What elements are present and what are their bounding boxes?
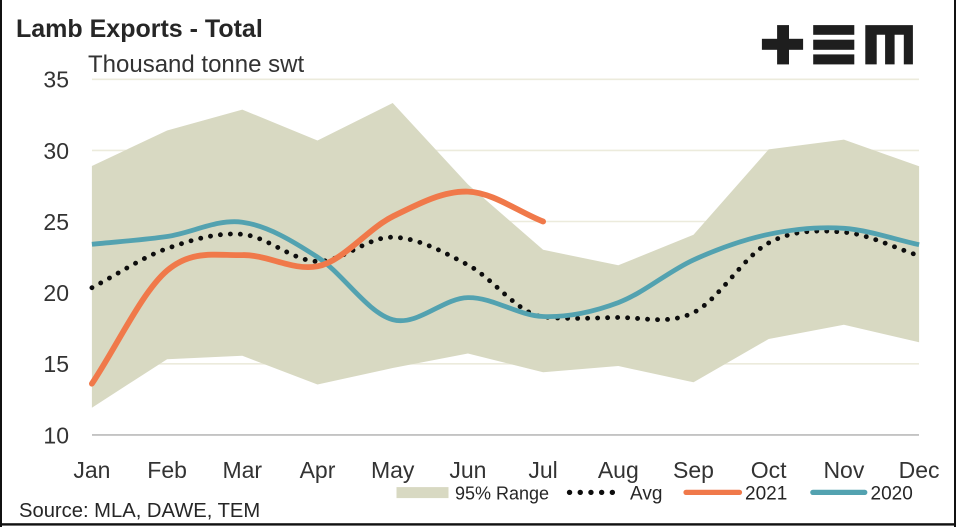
svg-text:May: May (371, 457, 415, 483)
svg-text:Thousand tonne swt: Thousand tonne swt (88, 51, 304, 78)
svg-text:95% Range: 95% Range (455, 484, 549, 504)
svg-text:Sep: Sep (673, 457, 714, 483)
svg-text:30: 30 (43, 138, 69, 164)
svg-text:2021: 2021 (745, 484, 787, 505)
svg-text:Dec: Dec (899, 457, 940, 483)
svg-text:2020: 2020 (871, 484, 913, 505)
svg-text:Nov: Nov (823, 457, 864, 483)
svg-text:Lamb Exports - Total: Lamb Exports - Total (16, 15, 263, 43)
svg-text:Apr: Apr (300, 457, 336, 483)
svg-text:Feb: Feb (147, 457, 187, 483)
svg-text:10: 10 (43, 422, 69, 448)
svg-text:Jul: Jul (528, 457, 557, 483)
svg-text:Jun: Jun (449, 457, 486, 483)
svg-text:Source: MLA, DAWE, TEM: Source: MLA, DAWE, TEM (19, 500, 260, 522)
svg-text:Aug: Aug (598, 457, 639, 483)
svg-text:25: 25 (43, 209, 69, 235)
svg-text:35: 35 (43, 67, 69, 93)
svg-text:Oct: Oct (751, 457, 787, 483)
svg-text:Mar: Mar (222, 457, 262, 483)
svg-text:Jan: Jan (73, 457, 110, 483)
svg-text:20: 20 (43, 280, 69, 306)
svg-text:Avg: Avg (630, 484, 662, 505)
svg-text:15: 15 (43, 351, 69, 377)
